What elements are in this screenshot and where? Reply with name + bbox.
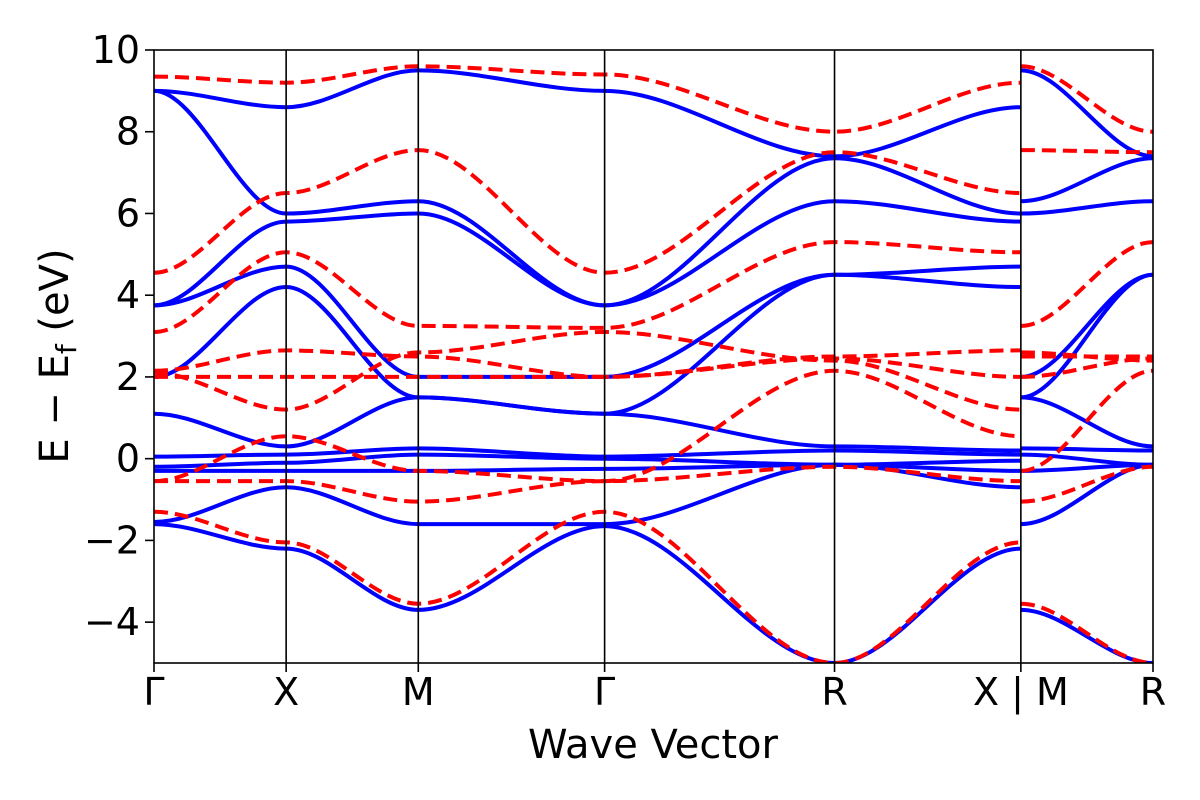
- x-tick-label: X: [273, 670, 299, 714]
- y-axis-label-main: E − E: [32, 354, 78, 464]
- y-axis-label-unit: (eV): [32, 248, 78, 344]
- y-tick-label: 4: [116, 273, 140, 317]
- x-axis-ticks: Γ X M Γ R X | M R: [143, 663, 1166, 715]
- y-tick-label: 0: [116, 437, 140, 481]
- x-tick-label: Γ: [143, 670, 164, 714]
- y-tick-label: −2: [84, 518, 140, 562]
- solid-band-line: [154, 199, 1153, 308]
- dashed-band-line: [154, 148, 1153, 275]
- y-tick-label: 6: [116, 191, 140, 235]
- y-tick-label: 10: [92, 28, 140, 72]
- y-axis-label: E − Ef (eV): [32, 248, 83, 463]
- x-tick-label: R: [821, 670, 847, 714]
- y-tick-label: 2: [116, 355, 140, 399]
- x-tick-label: R: [1140, 670, 1166, 714]
- dashed-band-line: [154, 240, 1153, 334]
- x-axis-label: Wave Vector: [528, 722, 779, 768]
- kpoint-lines: [285, 50, 1022, 663]
- x-tick-label: X | M: [973, 670, 1069, 715]
- solid-band-line: [154, 264, 1153, 379]
- x-tick-label: Γ: [594, 670, 615, 714]
- solid-band-line: [154, 88, 1153, 308]
- plot-frame: [153, 49, 1154, 664]
- y-axis-label-subscript: f: [50, 343, 83, 354]
- y-tick-label: −4: [84, 600, 140, 644]
- x-tick-label: M: [402, 670, 435, 714]
- dashed-band-line: [154, 368, 1153, 484]
- y-axis-ticks: −4 −2 0 2 4 6 8 10: [84, 28, 154, 644]
- y-tick-label: 8: [116, 110, 140, 154]
